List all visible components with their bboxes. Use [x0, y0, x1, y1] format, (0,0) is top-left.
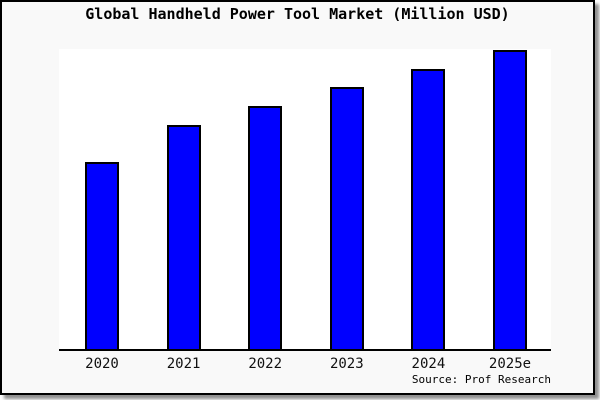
chart-title: Global Handheld Power Tool Market (Milli… — [85, 5, 510, 23]
x-tick-2022: 2022 — [248, 356, 283, 372]
bar-2021 — [166, 125, 201, 349]
x-tick-2024: 2024 — [411, 356, 446, 372]
bar-2024 — [411, 69, 446, 349]
x-tick-2023: 2023 — [329, 356, 364, 372]
bar-2022 — [248, 106, 283, 349]
source-note: Source: Prof Research — [411, 373, 551, 386]
bar-2023 — [329, 87, 364, 349]
bar-2025e — [493, 50, 527, 349]
x-tick-2021: 2021 — [166, 356, 201, 372]
x-axis-labels: 2020 2021 2022 2023 2024 2025e — [0, 356, 600, 374]
plot-area — [59, 49, 551, 351]
bar-2020 — [85, 162, 119, 349]
x-tick-2020: 2020 — [85, 356, 119, 372]
x-tick-2025e: 2025e — [488, 356, 532, 372]
